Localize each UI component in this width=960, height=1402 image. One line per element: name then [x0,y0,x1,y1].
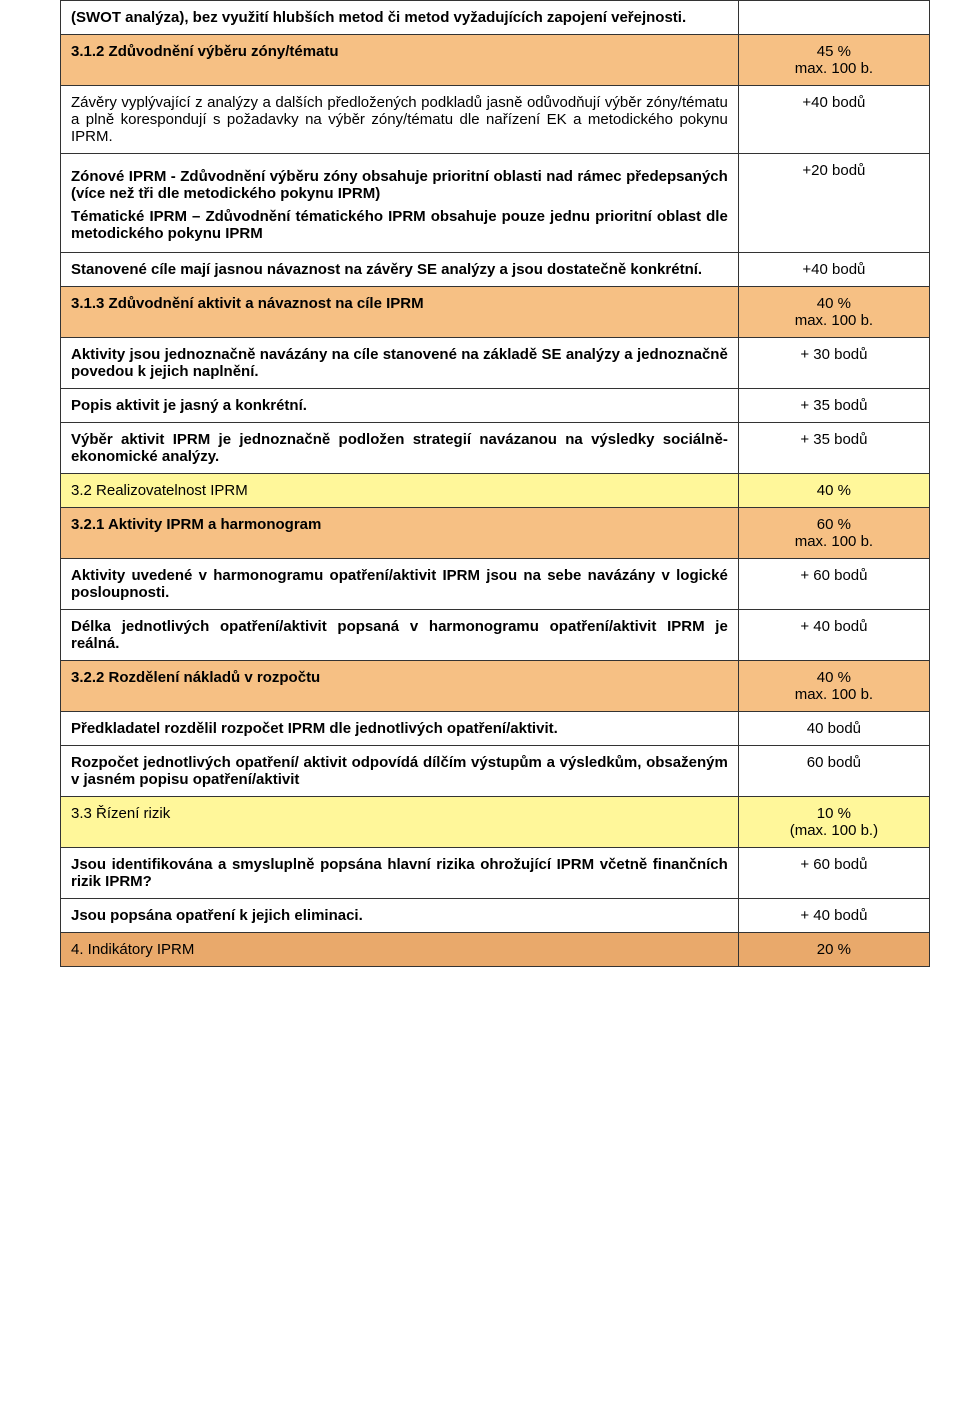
cell-score: +40 bodů [738,253,929,287]
table-row: 3.3 Řízení rizik 10 % (max. 100 b.) [61,797,930,848]
cell-score [738,1,929,35]
table-row: Jsou identifikována a smysluplně popsána… [61,848,930,899]
heading-cell: 3.1.3 Zdůvodnění aktivit a návaznost na … [61,287,739,338]
cell-score: + 40 bodů [738,610,929,661]
sub-label: Tématické IPRM – Zdůvodnění tématického … [71,208,728,242]
table-row: (SWOT analýza), bez využití hlubších met… [61,1,930,35]
max-label: max. 100 b. [749,533,919,550]
cell-score: + 35 bodů [738,389,929,423]
page: (SWOT analýza), bez využití hlubších met… [0,0,960,997]
table-row: 3.2.1 Aktivity IPRM a harmonogram 60 % m… [61,508,930,559]
table-row: 4. Indikátory IPRM 20 % [61,933,930,967]
pct-label: 10 % [749,805,919,822]
table-row: Jsou popsána opatření k jejich eliminaci… [61,899,930,933]
table-row: 3.1.2 Zdůvodnění výběru zóny/tématu 45 %… [61,35,930,86]
table-row: Stanovené cíle mají jasnou návaznost na … [61,253,930,287]
cell-score: 10 % (max. 100 b.) [738,797,929,848]
cell-score: 60 bodů [738,746,929,797]
cell-score: 20 % [738,933,929,967]
max-label: (max. 100 b.) [749,822,919,839]
cell-desc: Aktivity uvedené v harmonogramu opatření… [61,559,739,610]
table-row: Zónové IPRM - Zdůvodnění výběru zóny obs… [61,154,930,253]
heading-cell: 3.3 Řízení rizik [61,797,739,848]
cell-desc: Popis aktivit je jasný a konkrétní. [61,389,739,423]
cell-score: +20 bodů [738,154,929,253]
max-label: max. 100 b. [749,686,919,703]
table-row: Aktivity jsou jednoznačně navázány na cí… [61,338,930,389]
table-row: Aktivity uvedené v harmonogramu opatření… [61,559,930,610]
cell-desc: Jsou popsána opatření k jejich eliminaci… [61,899,739,933]
pct-label: 40 % [749,669,919,686]
cell-score: 45 % max. 100 b. [738,35,929,86]
max-label: max. 100 b. [749,312,919,329]
pct-label: 60 % [749,516,919,533]
criteria-tbody: (SWOT analýza), bez využití hlubších met… [61,1,930,967]
cell-desc: Závěry vyplývající z analýzy a dalších p… [61,86,739,154]
table-row: Závěry vyplývající z analýzy a dalších p… [61,86,930,154]
cell-score: + 30 bodů [738,338,929,389]
cell-score: + 60 bodů [738,559,929,610]
heading-cell: 4. Indikátory IPRM [61,933,739,967]
sub-label: Zónové IPRM - Zdůvodnění výběru zóny obs… [71,168,728,202]
table-row: 3.2.2 Rozdělení nákladů v rozpočtu 40 % … [61,661,930,712]
table-row: Popis aktivit je jasný a konkrétní. + 35… [61,389,930,423]
cell-score: +40 bodů [738,86,929,154]
pct-label: 40 % [749,295,919,312]
cell-desc: Jsou identifikována a smysluplně popsána… [61,848,739,899]
cell-desc: Předkladatel rozdělil rozpočet IPRM dle … [61,712,739,746]
cell-score: 40 bodů [738,712,929,746]
cell-score: + 35 bodů [738,423,929,474]
cell-score: 40 % max. 100 b. [738,287,929,338]
cell-desc: Výběr aktivit IPRM je jednoznačně podlož… [61,423,739,474]
cell-desc: (SWOT analýza), bez využití hlubších met… [61,1,739,35]
heading-cell: 3.1.2 Zdůvodnění výběru zóny/tématu [61,35,739,86]
cell-score: + 40 bodů [738,899,929,933]
table-row: 3.2 Realizovatelnost IPRM 40 % [61,474,930,508]
table-row: Délka jednotlivých opatření/aktivit pops… [61,610,930,661]
table-row: Výběr aktivit IPRM je jednoznačně podlož… [61,423,930,474]
cell-desc: Aktivity jsou jednoznačně navázány na cí… [61,338,739,389]
cell-score: 40 % [738,474,929,508]
cell-score: 40 % max. 100 b. [738,661,929,712]
table-row: Rozpočet jednotlivých opatření/ aktivit … [61,746,930,797]
criteria-table: (SWOT analýza), bez využití hlubších met… [60,0,930,967]
max-label: max. 100 b. [749,60,919,77]
heading-cell: 3.2.1 Aktivity IPRM a harmonogram [61,508,739,559]
table-row: Předkladatel rozdělil rozpočet IPRM dle … [61,712,930,746]
cell-desc: Rozpočet jednotlivých opatření/ aktivit … [61,746,739,797]
table-row: 3.1.3 Zdůvodnění aktivit a návaznost na … [61,287,930,338]
cell-desc: Zónové IPRM - Zdůvodnění výběru zóny obs… [61,154,739,253]
cell-score: + 60 bodů [738,848,929,899]
cell-desc: Stanovené cíle mají jasnou návaznost na … [61,253,739,287]
cell-score: 60 % max. 100 b. [738,508,929,559]
heading-cell: 3.2 Realizovatelnost IPRM [61,474,739,508]
cell-desc: Délka jednotlivých opatření/aktivit pops… [61,610,739,661]
pct-label: 45 % [749,43,919,60]
heading-cell: 3.2.2 Rozdělení nákladů v rozpočtu [61,661,739,712]
